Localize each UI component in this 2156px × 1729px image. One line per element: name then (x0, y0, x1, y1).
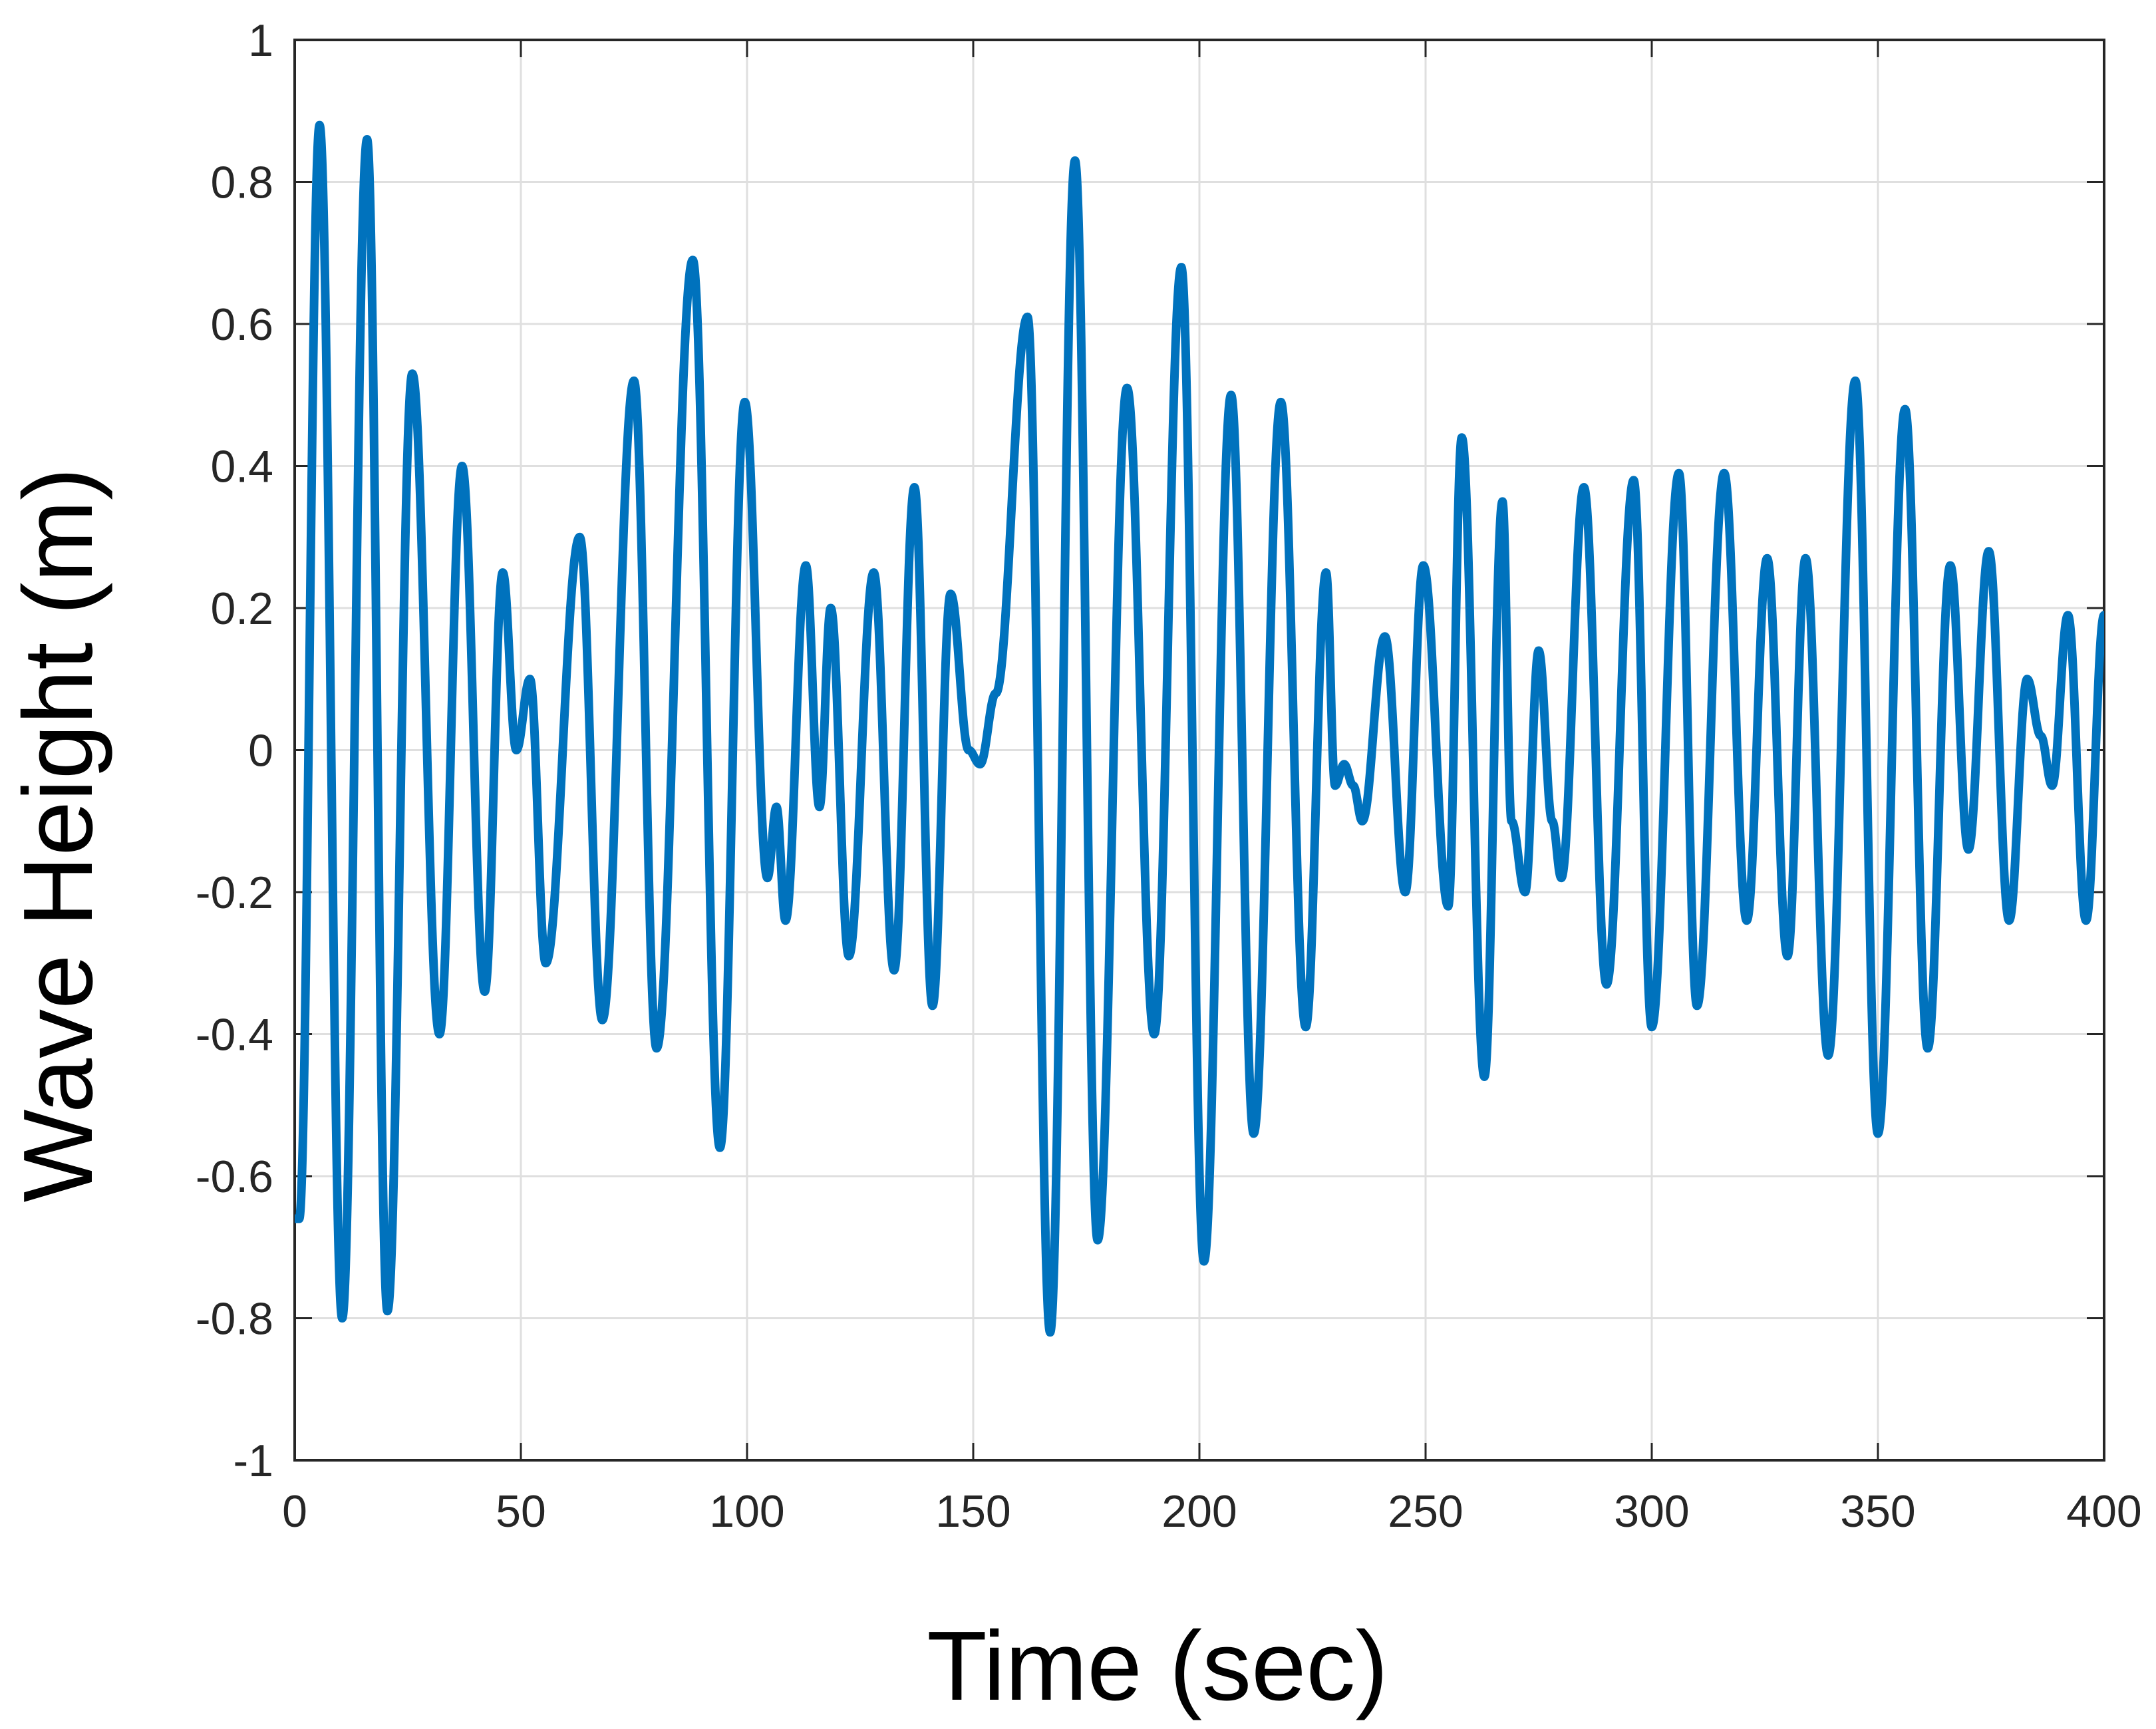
x-tick-label: 50 (496, 1486, 546, 1537)
y-tick-label: -0.2 (196, 867, 273, 918)
x-tick-label: 150 (935, 1486, 1010, 1537)
x-tick-label: 0 (282, 1486, 307, 1537)
y-tick-label: 0.6 (210, 299, 273, 350)
x-tick-label: 100 (709, 1486, 784, 1537)
x-tick-label: 250 (1388, 1486, 1463, 1537)
y-tick-label: 0.8 (210, 158, 273, 208)
plot-axes (293, 39, 2105, 1462)
y-tick-label: 1 (248, 15, 273, 66)
y-tick-label: -1 (233, 1436, 273, 1486)
y-tick-label: 0.2 (210, 583, 273, 634)
y-tick-label: 0.4 (210, 442, 273, 492)
y-tick-label: -0.4 (196, 1010, 273, 1060)
x-tick-label: 400 (2066, 1486, 2141, 1537)
series-group (295, 120, 2104, 1337)
axes-box (293, 39, 2105, 1462)
x-tick-labels: 0 50 100 150 200 250 300 350 400 (282, 1486, 2142, 1537)
x-tick-label: 300 (1614, 1486, 1689, 1537)
series-line-0 (295, 120, 2104, 1337)
x-tick-label: 200 (1161, 1486, 1237, 1537)
y-tick-label: -0.6 (196, 1152, 273, 1202)
x-tick-label: 350 (1840, 1486, 1915, 1537)
y-tick-labels: 1 0.8 0.6 0.4 0.2 0 -0.2 -0.4 -0.6 -0.8 -1 (196, 15, 273, 1486)
y-axis-label: Wave Height (m) (3, 468, 113, 1203)
y-tick-label: 0 (248, 726, 273, 776)
x-axis-label: Time (sec) (927, 1611, 1388, 1721)
y-tick-label: -0.8 (196, 1294, 273, 1344)
